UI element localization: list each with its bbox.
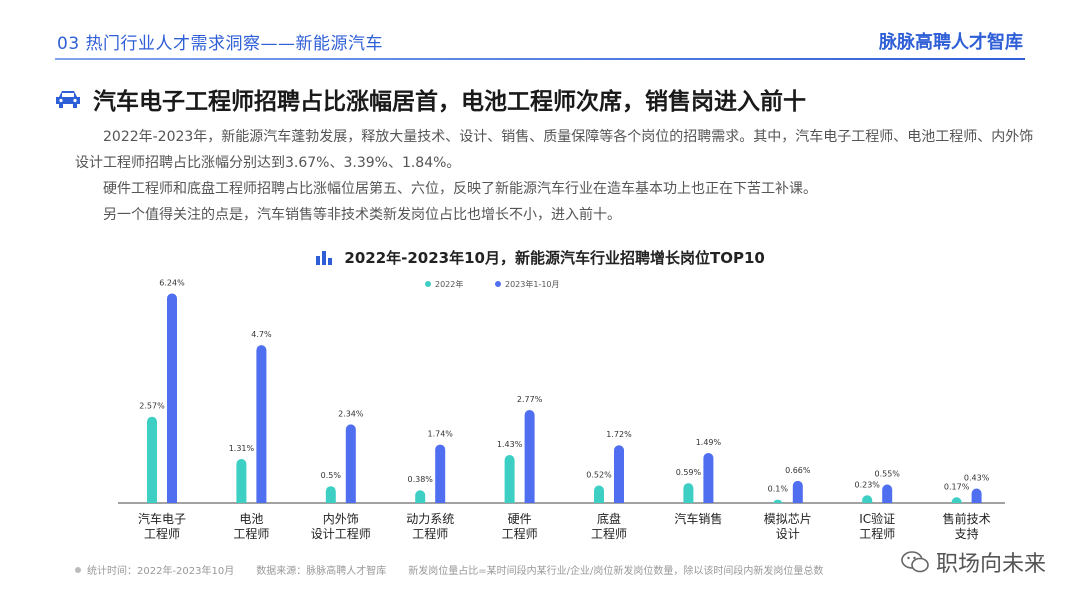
bar: [236, 459, 247, 503]
wechat-icon: [901, 551, 929, 573]
x-tick-label: 工程师: [412, 526, 448, 541]
x-tick-label: 设计: [776, 527, 800, 541]
x-tick-label: 内外饰: [323, 512, 359, 526]
bar: [415, 490, 426, 503]
bar: [703, 452, 714, 503]
data-label: 0.52%: [586, 471, 612, 480]
paragraph-sales: 另一个值得关注的点是，汽车销售等非技术类新发岗位占比也增长不小，进入前十。: [103, 207, 621, 223]
bar: [882, 484, 893, 503]
data-label: 1.49%: [696, 438, 722, 447]
data-label: 0.66%: [785, 466, 811, 475]
legend-marker: [495, 281, 501, 287]
data-label: 0.17%: [944, 482, 970, 491]
watermark: 职场向未来: [900, 546, 1046, 578]
chart-title-row: 2022年-2023年10月，新能源汽车行业招聘增长岗位TOP10: [0, 247, 1080, 268]
data-label: 0.38%: [407, 475, 433, 484]
data-label: 2.77%: [517, 395, 543, 404]
data-label: 0.1%: [768, 485, 789, 494]
section-header: 03 热门行业人才需求洞察——新能源汽车: [57, 34, 384, 54]
data-label: 1.74%: [427, 430, 453, 439]
x-tick-label: 动力系统: [406, 512, 454, 526]
page-title: 汽车电子工程师招聘占比涨幅居首，电池工程师次席，销售岗进入前十: [93, 89, 806, 115]
x-tick-label: 底盘: [597, 511, 621, 526]
x-tick-label: IC验证: [859, 511, 895, 526]
chart-legend: 2022年 2023年1-10月: [425, 279, 560, 289]
bar: [524, 409, 535, 503]
data-label: 1.43%: [497, 440, 523, 449]
x-tick-label: 汽车电子: [138, 511, 186, 526]
bar: [325, 486, 336, 503]
data-label: 0.55%: [874, 470, 900, 479]
legend-marker: [425, 281, 431, 287]
data-label: 1.72%: [606, 430, 632, 439]
bar: [167, 293, 177, 503]
bar-chart: 2022年 2023年1-10月 2.57% 6.24% 1.31% 4.7% 0.5% 2…: [118, 278, 1005, 541]
brand-name: 脉脉高聘人才智库: [879, 32, 1023, 53]
bar: [971, 488, 982, 503]
bar: [792, 480, 803, 503]
bullet-icon: [75, 567, 81, 573]
watermark-text: 职场向未来: [935, 552, 1046, 577]
bar: [147, 416, 157, 503]
x-tick-label: 设计工程师: [311, 526, 371, 541]
car-icon: [56, 91, 80, 108]
bar: [614, 445, 624, 503]
bar: [683, 483, 694, 503]
bar: [256, 345, 267, 503]
x-tick-label: 工程师: [859, 526, 895, 541]
chart-title: 2022年-2023年10月，新能源汽车行业招聘增长岗位TOP10: [344, 249, 765, 267]
data-label: 0.43%: [964, 474, 990, 483]
bar: [862, 495, 873, 503]
data-label: 4.7%: [251, 330, 272, 339]
bar: [951, 497, 962, 503]
x-tick-label: 工程师: [502, 526, 538, 541]
bar: [772, 499, 783, 505]
bar: [345, 424, 356, 503]
footer-time: 统计时间：2022年-2023年10月: [75, 562, 234, 577]
data-label: 0.23%: [854, 480, 880, 489]
x-tick-label: 支持: [955, 526, 979, 541]
x-tick-label: 工程师: [233, 526, 269, 541]
data-label: 0.5%: [321, 471, 342, 480]
footer: 统计时间：2022年-2023年10月 数据来源：脉脉高聘人才智库 新发岗位量占…: [75, 562, 823, 577]
paragraph-hardware: 硬件工程师和底盘工程师招聘占比涨幅位居第五、六位，反映了新能源汽车行业在造车基本…: [103, 181, 817, 197]
bar: [435, 444, 446, 503]
x-tick-label: 售前技术: [943, 511, 991, 526]
x-tick-label: 硬件: [508, 512, 532, 526]
bar: [504, 454, 515, 503]
x-tick-label: 汽车销售: [674, 511, 722, 526]
data-label: 0.59%: [676, 468, 702, 477]
data-label: 6.24%: [159, 278, 185, 287]
header-divider: [55, 58, 1025, 60]
data-label: 2.57%: [139, 402, 165, 411]
x-tick-label: 工程师: [591, 526, 627, 541]
legend-label: 2022年: [435, 279, 463, 289]
data-label: 2.34%: [338, 409, 364, 418]
bar-chart-icon: [316, 251, 333, 265]
x-tick-label: 电池: [239, 512, 263, 526]
x-tick-label: 工程师: [144, 526, 180, 541]
footer-note: 新发岗位量占比=某时间段内某行业/企业/岗位新发岗位数量，除以该时间段内新发岗位…: [408, 566, 824, 577]
legend-label: 2023年1-10月: [505, 279, 560, 289]
x-tick-label: 模拟芯片: [764, 512, 812, 526]
section-title: 汽车电子工程师招聘占比涨幅居首，电池工程师次席，销售岗进入前十: [55, 82, 806, 116]
paragraph-intro: 2022年-2023年，新能源汽车蓬勃发展，释放大量技术、设计、销售、质量保障等…: [75, 129, 1034, 171]
data-label: 1.31%: [229, 444, 255, 453]
bar: [594, 485, 604, 503]
footer-source: 数据来源：脉脉高聘人才智库: [256, 566, 387, 577]
